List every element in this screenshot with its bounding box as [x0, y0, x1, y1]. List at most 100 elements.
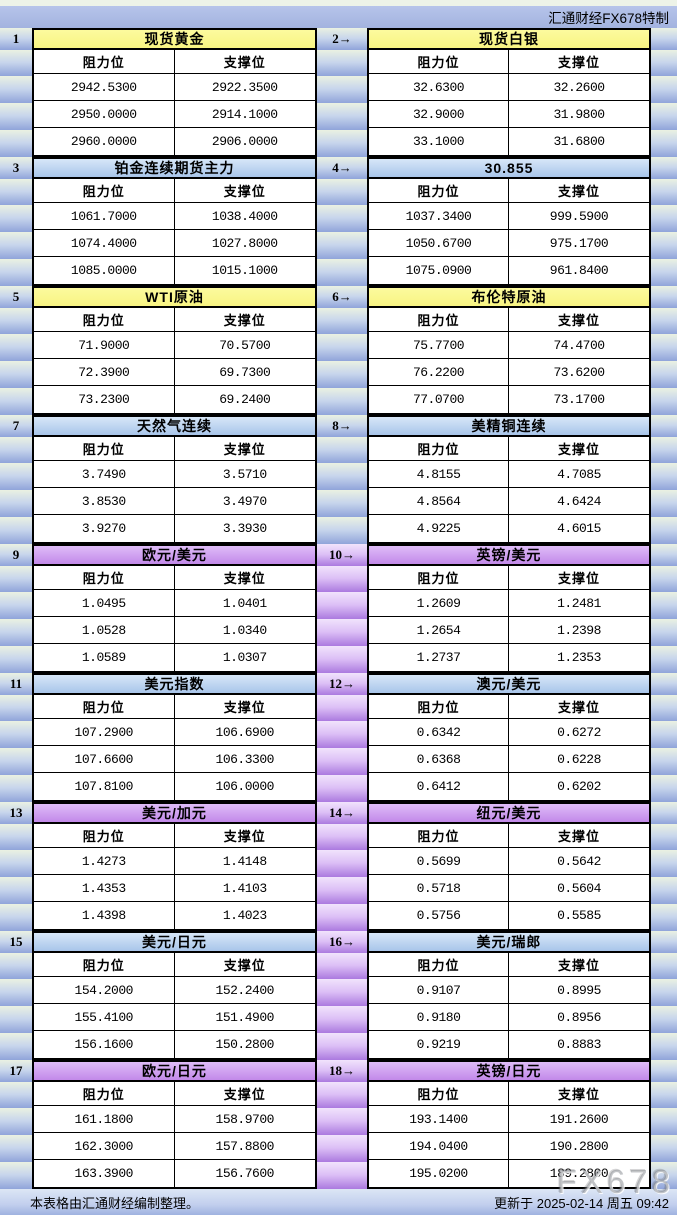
panel-left: 铂金连续期货主力 阻力位 支撑位 1061.7000 1038.4000 107… — [32, 157, 317, 286]
support-header: 支撑位 — [509, 50, 649, 74]
resistance-value: 195.0200 — [369, 1160, 509, 1187]
margin-cell — [651, 544, 677, 566]
resistance-header: 阻力位 — [369, 566, 509, 590]
margin-cell — [651, 721, 677, 748]
strip-cell — [317, 1162, 367, 1189]
section-row: 13 美元/加元 阻力位 支撑位 1.4273 1.4148 1.4353 1.… — [0, 802, 677, 931]
margin-cell — [0, 1108, 32, 1135]
section-row: 5 WTI原油 阻力位 支撑位 71.9000 70.5700 72.3900 … — [0, 286, 677, 415]
strip-cell — [317, 437, 367, 463]
support-header: 支撑位 — [509, 566, 649, 590]
resistance-value: 1.0495 — [34, 590, 175, 617]
table-grid: 1 现货黄金 阻力位 支撑位 2942.5300 2922.3500 2950.… — [0, 28, 677, 1189]
resistance-value: 0.5756 — [369, 902, 509, 929]
support-value: 4.7085 — [509, 461, 649, 488]
support-header: 支撑位 — [509, 695, 649, 719]
support-value: 4.6015 — [557, 521, 601, 536]
resistance-value: 1085.0000 — [34, 257, 175, 284]
panel-left: 欧元/日元 阻力位 支撑位 161.1800 158.9700 162.3000… — [32, 1060, 317, 1189]
support-value: 190.2800 — [509, 1133, 649, 1160]
strip-cell — [317, 50, 367, 76]
strip-cell — [317, 463, 367, 490]
strip-cell — [317, 490, 367, 517]
margin-cell — [0, 205, 32, 232]
resistance-value: 1075.0900 — [369, 257, 509, 284]
support-header: 支撑位 — [174, 437, 315, 461]
header-band: 汇通财经FX678特制 — [0, 6, 677, 28]
margin-cell — [651, 824, 677, 850]
margin-cell — [0, 1033, 32, 1060]
resistance-value: 1.0589 — [34, 644, 175, 671]
row-number-arrow-label: 18→ — [317, 1060, 367, 1082]
support-header: 支撑位 — [174, 179, 315, 203]
resistance-value: 161.1800 — [34, 1106, 175, 1133]
margin-cell — [0, 979, 32, 1006]
margin-cell — [651, 904, 677, 931]
strip-cell — [317, 1082, 367, 1108]
resistance-value: 1074.4000 — [34, 230, 175, 257]
resistance-value: 73.2300 — [34, 386, 175, 413]
strip-cell — [317, 824, 367, 850]
support-header: 支撑位 — [174, 1082, 315, 1106]
margin-cell — [651, 1060, 677, 1082]
margin-cell — [651, 931, 677, 953]
margin-cell — [651, 1006, 677, 1033]
support-value: 3.5710 — [174, 461, 315, 488]
row-number-label: 9 — [0, 544, 32, 566]
support-header: 支撑位 — [174, 695, 315, 719]
margin-cell — [651, 802, 677, 824]
margin-cell — [651, 979, 677, 1006]
strip-cell — [317, 103, 367, 130]
margin-cell — [0, 334, 32, 361]
resistance-header: 阻力位 — [34, 1082, 175, 1106]
resistance-header: 阻力位 — [369, 953, 509, 977]
resistance-value: 107.6600 — [34, 746, 175, 773]
support-value: 4.6424 — [509, 488, 649, 515]
row-number-arrow-label: 10→ — [317, 544, 367, 566]
margin-cell — [651, 850, 677, 877]
support-value: 191.2600 — [509, 1106, 649, 1133]
resistance-value: 154.2000 — [34, 977, 175, 1004]
margin-cell — [651, 592, 677, 619]
resistance-value: 4.8155 — [369, 461, 509, 488]
resistance-value: 71.9000 — [34, 332, 175, 359]
margin-cell — [651, 50, 677, 76]
margin-cell — [0, 490, 32, 517]
resistance-value: 3.7490 — [34, 461, 175, 488]
resistance-value: 107.8100 — [34, 773, 175, 800]
levels-table: 阻力位 支撑位 0.5699 0.5642 0.5718 0.5604 0.57… — [367, 824, 651, 931]
panel-right: 澳元/美元 阻力位 支撑位 0.6342 0.6272 0.6368 0.622… — [367, 673, 651, 802]
margin-cell — [0, 1082, 32, 1108]
margin-cell — [651, 334, 677, 361]
support-value: 106.3300 — [174, 746, 315, 773]
levels-table: 阻力位 支撑位 1.4273 1.4148 1.4353 1.4103 1.43… — [32, 824, 317, 931]
support-value: 0.8883 — [557, 1037, 601, 1052]
support-value: 73.1700 — [553, 392, 605, 407]
panel-title: 美元/瑞郎 — [367, 931, 651, 953]
levels-table: 阻力位 支撑位 75.7700 74.4700 76.2200 73.6200 … — [367, 308, 651, 415]
margin-cell — [651, 103, 677, 130]
footer: 本表格由汇通财经编制整理。 更新于 2025-02-14 周五 09:42 — [0, 1189, 677, 1215]
margin-cell — [0, 592, 32, 619]
resistance-value: 2960.0000 — [34, 128, 175, 155]
resistance-value: 1.2737 — [369, 644, 509, 671]
margin-cell — [0, 463, 32, 490]
update-time: 更新于 2025-02-14 周五 09:42 — [494, 1195, 669, 1211]
panel-right: 30.855 阻力位 支撑位 1037.3400 999.5900 1050.6… — [367, 157, 651, 286]
margin-cell — [651, 179, 677, 205]
support-value: 2906.0000 — [211, 134, 278, 149]
panel-right: 布伦特原油 阻力位 支撑位 75.7700 74.4700 76.2200 73… — [367, 286, 651, 415]
resistance-value: 1050.6700 — [369, 230, 509, 257]
levels-table: 阻力位 支撑位 0.6342 0.6272 0.6368 0.6228 0.64… — [367, 695, 651, 802]
panel-title: WTI原油 — [32, 286, 317, 308]
row-number-label: 17 — [0, 1060, 32, 1082]
resistance-value: 193.1400 — [369, 1106, 509, 1133]
resistance-value: 156.1600 — [34, 1031, 175, 1058]
margin-cell — [651, 775, 677, 802]
levels-table: 阻力位 支撑位 0.9107 0.8995 0.9180 0.8956 0.92… — [367, 953, 651, 1060]
support-value: 69.7300 — [174, 359, 315, 386]
strip-cell — [317, 748, 367, 775]
resistance-header: 阻力位 — [369, 179, 509, 203]
margin-cell — [0, 517, 32, 544]
panel-right: 美元/瑞郎 阻力位 支撑位 0.9107 0.8995 0.9180 0.895… — [367, 931, 651, 1060]
